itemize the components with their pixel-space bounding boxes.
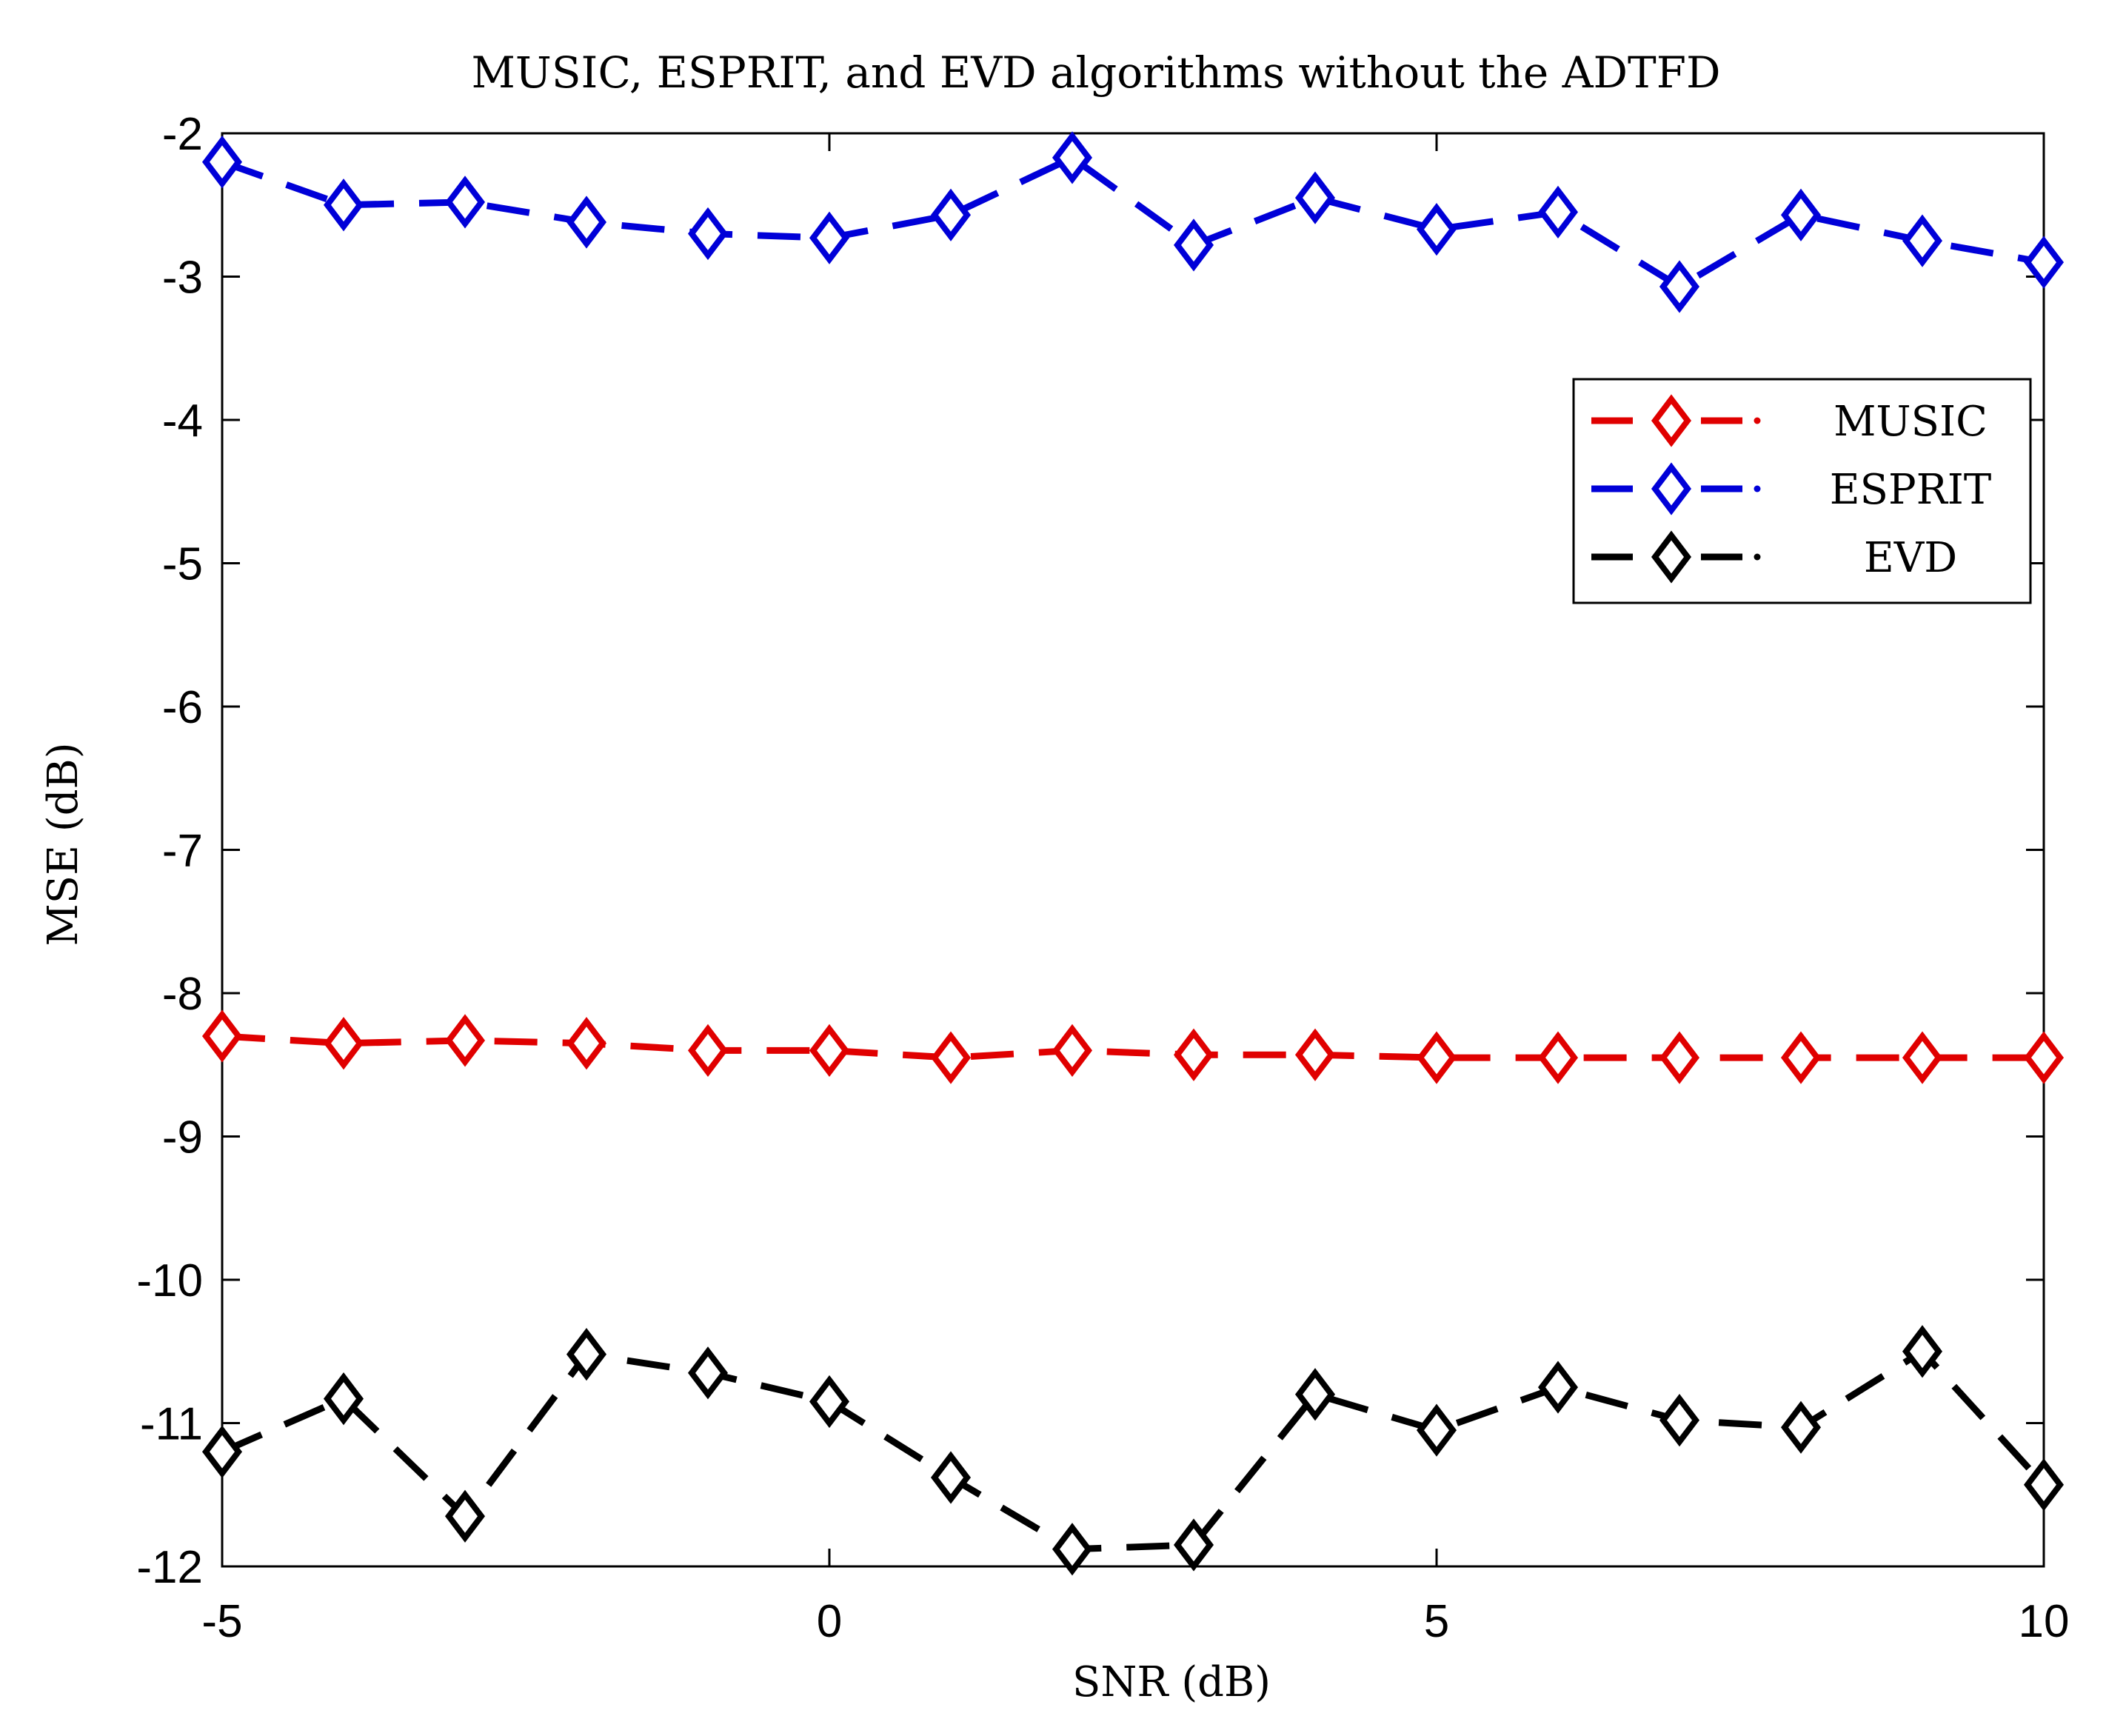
data-point-music [1294, 1028, 1336, 1081]
data-point-evd [1173, 1518, 1214, 1572]
data-point-evd [444, 1489, 486, 1543]
data-point-evd [1659, 1394, 1700, 1447]
legend-box [1572, 378, 2032, 604]
data-point-esprit [1052, 131, 1093, 184]
x-tick-label: 10 [2019, 1596, 2070, 1647]
chart-title: MUSIC, ESPRIT, and EVD algorithms withou… [472, 47, 1721, 98]
y-tick-label: -7 [162, 826, 203, 877]
legend: MUSIC ESPRIT EVD [1572, 378, 2032, 604]
series-line-evd [221, 1348, 2047, 1553]
data-point-music [444, 1014, 486, 1067]
data-point-esprit [1780, 188, 1822, 241]
data-point-music [201, 1009, 243, 1063]
legend-item-music: MUSIC [1591, 394, 1988, 447]
y-tick-label: -6 [162, 682, 203, 733]
legend-marker-evd [1651, 530, 1692, 584]
legend-label-evd: EVD [1864, 534, 1957, 582]
data-point-evd [1902, 1325, 1943, 1378]
y-axis-label: MSE (dB) [39, 742, 87, 946]
data-point-evd [1416, 1403, 1457, 1457]
legend-label-music: MUSIC [1833, 398, 1988, 446]
data-point-esprit [809, 211, 850, 264]
y-tick-label: -5 [162, 539, 203, 590]
data-point-music [930, 1031, 972, 1084]
data-point-music [1659, 1031, 1700, 1084]
data-point-esprit [687, 207, 729, 261]
data-point-music [1416, 1031, 1457, 1084]
data-point-evd [809, 1375, 850, 1429]
data-point-evd [1537, 1361, 1579, 1414]
data-point-evd [566, 1328, 607, 1381]
series-line-music [221, 1032, 2044, 1061]
y-tick-label: -4 [162, 395, 203, 447]
legend-marker-music [1651, 394, 1692, 447]
data-point-esprit [1659, 260, 1700, 313]
legend-line-dot [1754, 553, 1761, 561]
y-tick-label: -10 [136, 1255, 203, 1306]
data-point-evd [323, 1372, 364, 1426]
y-tick-label: -3 [162, 253, 203, 304]
data-point-esprit [2023, 236, 2065, 289]
data-point-esprit [566, 196, 607, 249]
data-point-music [1173, 1028, 1214, 1081]
y-tick-label: -2 [162, 109, 203, 160]
data-point-evd [930, 1451, 972, 1504]
data-point-evd [1294, 1368, 1336, 1421]
legend-line-dot [1754, 417, 1761, 424]
data-point-esprit [1294, 171, 1336, 224]
legend-label-esprit: ESPRIT [1830, 466, 1992, 514]
data-point-music [1780, 1031, 1822, 1084]
data-point-music [809, 1024, 850, 1078]
series-evd [201, 1325, 2065, 1576]
data-point-music [566, 1017, 607, 1070]
data-point-evd [1052, 1523, 1093, 1576]
series-esprit [201, 131, 2065, 313]
series-line-esprit [221, 154, 2045, 290]
x-axis-label: SNR (dB) [1072, 1658, 1271, 1706]
y-tick-label: -9 [162, 1112, 203, 1164]
y-tick-label: -11 [140, 1399, 203, 1450]
data-point-music [2023, 1031, 2065, 1084]
data-point-esprit [323, 178, 364, 232]
y-axis: -2 -3 -4 -5 -6 -7 -8 -9 -10 -11 -12 [136, 109, 2044, 1593]
data-point-music [1052, 1024, 1093, 1078]
data-point-music [1537, 1031, 1579, 1084]
data-point-esprit [201, 136, 243, 189]
series-music [201, 1009, 2065, 1084]
data-point-evd [2023, 1458, 2065, 1512]
legend-marker-esprit [1651, 462, 1692, 515]
x-tick-label: 0 [817, 1596, 842, 1647]
y-tick-label: -12 [136, 1542, 203, 1593]
data-point-evd [687, 1346, 729, 1400]
data-point-esprit [1173, 218, 1214, 272]
data-point-evd [201, 1425, 243, 1478]
data-point-esprit [930, 188, 972, 241]
data-point-esprit [1416, 203, 1457, 256]
data-point-esprit [1902, 214, 1943, 267]
data-point-evd [1780, 1401, 1822, 1454]
data-point-music [687, 1024, 729, 1078]
legend-item-evd: EVD [1591, 530, 1957, 584]
legend-line-dot [1754, 485, 1761, 493]
data-point-esprit [1537, 185, 1579, 239]
data-point-music [1902, 1031, 1943, 1084]
x-axis: -5 0 5 10 [201, 133, 2069, 1647]
y-tick-label: -8 [162, 969, 203, 1020]
data-point-esprit [444, 176, 486, 229]
legend-item-esprit: ESPRIT [1591, 462, 1992, 515]
series-layer [201, 131, 2065, 1576]
x-tick-label: 5 [1424, 1596, 1449, 1647]
data-point-music [323, 1017, 364, 1070]
x-tick-label: -5 [201, 1596, 242, 1647]
